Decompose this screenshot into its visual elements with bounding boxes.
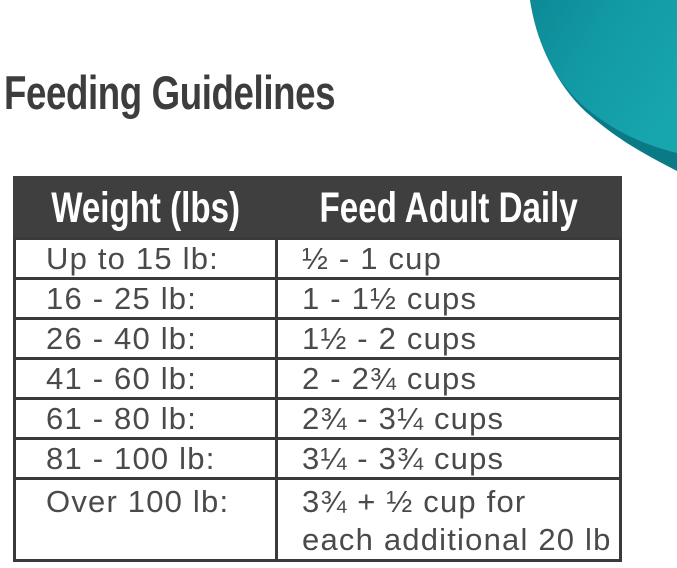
page-title-text: Feeding Guidelines [4,66,336,119]
weight-cell: 61 - 80 lb: [13,397,278,440]
weight-cell: 81 - 100 lb: [13,437,278,480]
weight-cell: Up to 15 lb: [13,237,278,280]
amount-cell: 1½ - 2 cups [275,317,622,360]
weight-cell: 16 - 25 lb: [13,277,278,320]
amount-cell: ½ - 1 cup [275,237,622,280]
amount-cell: 1 - 1½ cups [275,277,622,320]
swoosh-main [530,0,677,153]
table-row: 41 - 60 lb: 2 - 2¾ cups [13,357,622,400]
amount-cell: 2 - 2¾ cups [275,357,622,400]
table-row: 81 - 100 lb: 3¼ - 3¾ cups [13,437,622,480]
table-row: 61 - 80 lb: 2¾ - 3¼ cups [13,397,622,440]
table-row: 26 - 40 lb: 1½ - 2 cups [13,317,622,360]
amount-cell: 3¾ + ½ cup for each additional 20 lb [275,477,622,562]
feeding-guidelines-table-wrap: Weight (lbs) Feed Adult Daily Up to 15 l… [13,176,622,562]
amount-cell: 2¾ - 3¼ cups [275,397,622,440]
weight-cell: Over 100 lb: [13,477,278,562]
amount-cell: 3¼ - 3¾ cups [275,437,622,480]
feeding-guidelines-table: Weight (lbs) Feed Adult Daily Up to 15 l… [13,176,622,562]
page-title: Feeding Guidelines [4,69,429,116]
weight-cell: 26 - 40 lb: [13,317,278,360]
col-header-feed-adult-daily: Feed Adult Daily [275,176,622,240]
table-row: 16 - 25 lb: 1 - 1½ cups [13,277,622,320]
col-header-weight: Weight (lbs) [13,176,278,240]
table-row: Over 100 lb: 3¾ + ½ cup for each additio… [13,477,622,562]
table-row: Up to 15 lb: ½ - 1 cup [13,237,622,280]
weight-cell: 41 - 60 lb: [13,357,278,400]
table-header-row: Weight (lbs) Feed Adult Daily [13,176,622,240]
swoosh-dark-edge [530,0,677,171]
